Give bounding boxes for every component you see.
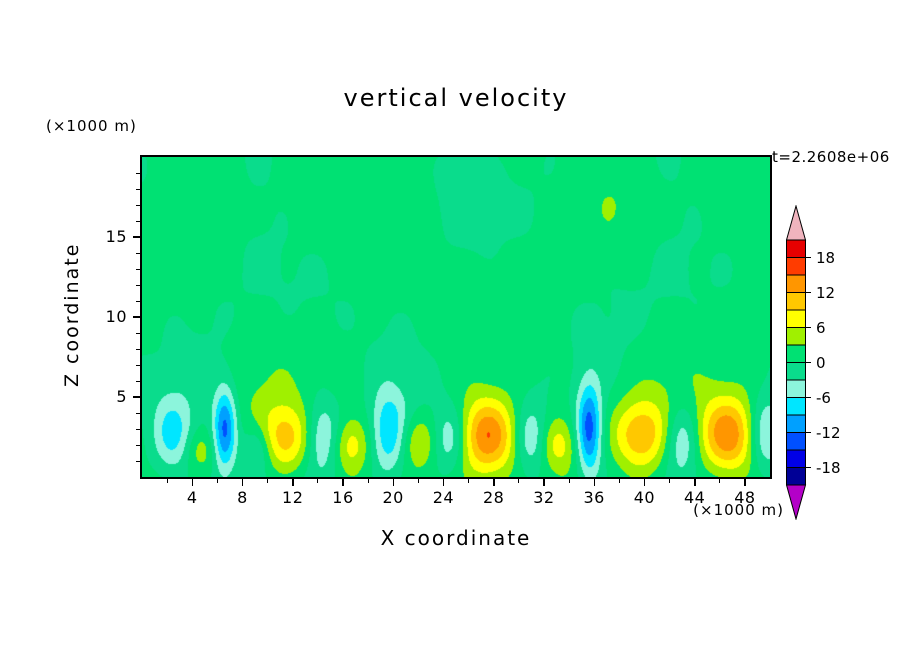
y-minor-tick xyxy=(136,188,140,190)
colorbar-over-arrow xyxy=(785,204,807,241)
colorbar-label: 0 xyxy=(816,354,826,372)
x-major-tick xyxy=(342,479,344,486)
x-tick-label: 24 xyxy=(432,488,455,507)
x-tick-label: 40 xyxy=(633,488,656,507)
x-tick-label: 48 xyxy=(734,488,756,507)
x-major-tick xyxy=(292,479,294,486)
y-minor-tick xyxy=(136,204,140,206)
x-major-tick xyxy=(191,479,194,486)
y-axis-unit-label: (×1000 m) xyxy=(46,117,137,135)
y-minor-tick xyxy=(136,172,140,174)
x-tick-label: 20 xyxy=(382,488,404,507)
x-minor-tick xyxy=(166,479,168,483)
y-minor-tick xyxy=(136,380,140,382)
colorbar-band xyxy=(786,449,806,468)
x-minor-tick xyxy=(468,479,470,483)
y-minor-tick xyxy=(136,348,140,350)
x-tick-label: 8 xyxy=(237,488,248,507)
y-minor-tick xyxy=(136,300,140,302)
x-major-tick xyxy=(643,479,646,486)
chart-title: vertical velocity xyxy=(343,84,569,112)
y-axis-title: Z coordinate xyxy=(61,242,83,388)
x-tick-label: 32 xyxy=(533,488,555,507)
x-minor-tick xyxy=(719,479,721,483)
colorbar-band xyxy=(786,379,806,398)
colorbar-band xyxy=(786,292,806,311)
x-minor-tick xyxy=(417,479,419,483)
colorbar-label: -6 xyxy=(816,389,831,407)
x-major-tick xyxy=(744,479,746,486)
x-major-tick xyxy=(593,479,596,486)
y-minor-tick xyxy=(136,268,140,270)
x-minor-tick xyxy=(618,479,620,483)
colorbar-band xyxy=(786,274,806,293)
contour-canvas xyxy=(142,157,770,477)
x-minor-tick xyxy=(367,479,369,483)
y-tick-label: 15 xyxy=(105,227,127,246)
y-minor-tick xyxy=(136,444,140,446)
x-minor-tick xyxy=(568,479,570,483)
y-major-tick xyxy=(133,236,140,238)
y-major-tick xyxy=(133,316,140,318)
x-major-tick xyxy=(543,479,545,486)
colorbar-band xyxy=(786,397,806,416)
x-minor-tick xyxy=(317,479,319,483)
x-major-tick xyxy=(493,479,495,486)
x-minor-tick xyxy=(267,479,269,483)
colorbar-band xyxy=(786,362,806,381)
y-minor-tick xyxy=(136,220,140,222)
y-minor-tick xyxy=(136,364,140,366)
y-minor-tick xyxy=(136,284,140,286)
y-minor-tick xyxy=(136,332,140,334)
x-tick-label: 16 xyxy=(332,488,354,507)
x-major-tick xyxy=(694,479,696,486)
colorbar-label: -12 xyxy=(816,424,841,442)
x-axis-title: X coordinate xyxy=(380,526,532,550)
x-axis-unit-label: (×1000 m) xyxy=(693,501,784,519)
colorbar-band xyxy=(786,239,806,258)
time-label: t=2.2608e+06 xyxy=(772,148,890,166)
colorbar-band xyxy=(786,432,806,451)
y-major-tick xyxy=(133,396,140,398)
x-tick-label: 36 xyxy=(583,488,605,507)
x-tick-label: 28 xyxy=(482,488,505,507)
x-tick-label: 12 xyxy=(282,488,304,507)
y-minor-tick xyxy=(136,428,140,430)
x-tick-label: 44 xyxy=(683,488,706,507)
y-minor-tick xyxy=(136,252,140,254)
colorbar-band xyxy=(786,309,806,328)
colorbar-under-arrow xyxy=(785,484,807,521)
x-major-tick xyxy=(442,479,445,486)
x-minor-tick xyxy=(216,479,218,483)
colorbar-band xyxy=(786,467,806,486)
colorbar-label: 6 xyxy=(816,319,826,337)
x-major-tick xyxy=(392,479,395,486)
y-minor-tick xyxy=(136,460,140,462)
colorbar-band xyxy=(786,344,806,363)
colorbar-band xyxy=(786,257,806,276)
x-minor-tick xyxy=(518,479,520,483)
y-tick-label: 10 xyxy=(105,307,127,326)
plot-area xyxy=(140,155,772,479)
colorbar-label: 12 xyxy=(816,284,835,302)
colorbar-label: -18 xyxy=(816,459,841,477)
colorbar-band xyxy=(786,327,806,346)
x-tick-label: 4 xyxy=(186,488,198,507)
colorbar-band xyxy=(786,414,806,433)
x-minor-tick xyxy=(669,479,671,483)
colorbar-label: 18 xyxy=(816,249,835,267)
y-minor-tick xyxy=(136,412,140,414)
colorbar: 18 12 6 0 -6 -12 -18 xyxy=(785,204,866,521)
y-tick-label: 5 xyxy=(116,387,127,406)
x-major-tick xyxy=(241,479,244,486)
